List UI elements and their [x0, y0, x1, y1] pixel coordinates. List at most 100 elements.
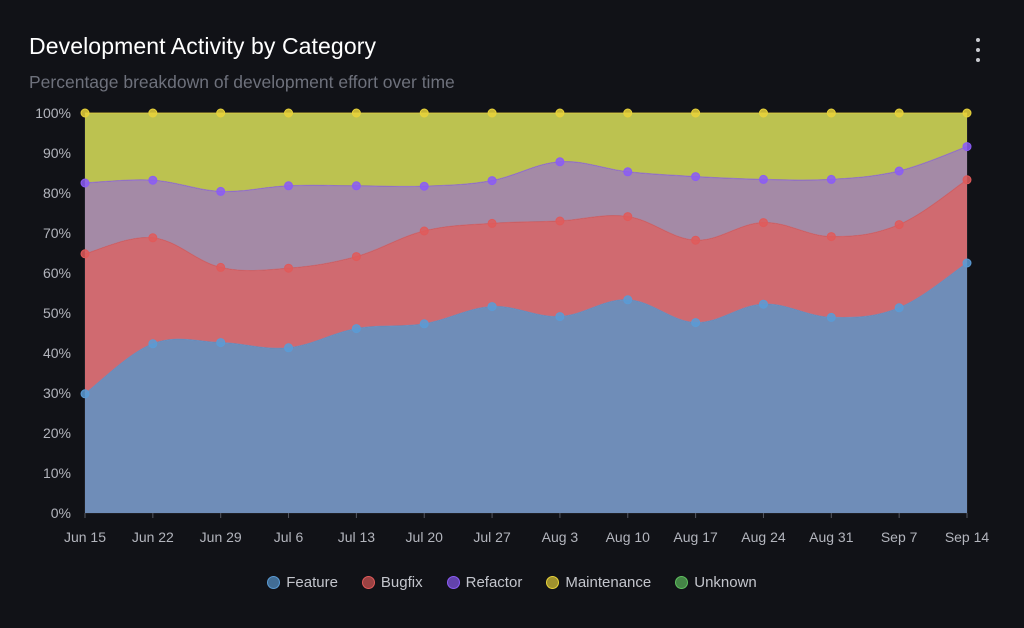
x-tick-label: Aug 24: [741, 529, 786, 545]
data-point-feature: [894, 303, 904, 313]
legend-swatch: [546, 576, 560, 589]
data-point-maintenance: [758, 108, 768, 118]
data-point-maintenance: [487, 108, 497, 118]
x-tick-label: Jun 29: [200, 529, 242, 545]
data-point-feature: [351, 324, 361, 334]
data-point-bugfix: [487, 218, 497, 228]
data-point-maintenance: [80, 108, 90, 118]
data-point-bugfix: [894, 220, 904, 230]
data-point-feature: [962, 258, 972, 268]
data-point-maintenance: [216, 108, 226, 118]
data-point-feature: [691, 318, 701, 328]
y-tick-label: 0%: [51, 505, 71, 521]
data-point-maintenance: [284, 108, 294, 118]
data-point-bugfix: [962, 175, 972, 185]
y-tick-label: 30%: [43, 385, 71, 401]
data-point-bugfix: [691, 235, 701, 245]
area-refactor: [85, 146, 967, 271]
legend-item-bugfix[interactable]: Bugfix: [361, 574, 423, 591]
x-tick-label: Aug 17: [673, 529, 718, 545]
data-point-refactor: [148, 175, 158, 185]
data-point-refactor: [623, 167, 633, 177]
data-point-refactor: [216, 186, 226, 196]
data-point-maintenance: [826, 108, 836, 118]
data-point-refactor: [419, 181, 429, 191]
legend-item-maintenance[interactable]: Maintenance: [546, 574, 651, 591]
data-point-refactor: [555, 157, 565, 167]
x-tick-label: Jun 15: [64, 529, 106, 545]
chart-title: Development Activity by Category: [29, 33, 377, 59]
chart-legend: Feature Bugfix Refactor Maintenance Unknown: [0, 574, 1024, 591]
y-tick-label: 40%: [43, 345, 71, 361]
x-tick-label: Jun 22: [132, 529, 174, 545]
area-bugfix: [85, 179, 967, 394]
y-tick-label: 90%: [43, 145, 71, 161]
data-point-feature: [419, 319, 429, 329]
x-tick-label: Aug 31: [809, 529, 854, 545]
data-point-refactor: [487, 176, 497, 186]
data-point-maintenance: [148, 108, 158, 118]
area-feature: [85, 263, 967, 513]
data-point-feature: [555, 312, 565, 322]
data-point-maintenance: [962, 108, 972, 118]
legend-label: Refactor: [465, 574, 523, 591]
data-point-refactor: [351, 181, 361, 191]
data-point-refactor: [894, 166, 904, 176]
x-tick-label: Jul 20: [406, 529, 444, 545]
x-tick-label: Jul 27: [473, 529, 511, 545]
area-maintenance: [85, 113, 967, 192]
data-point-bugfix: [758, 218, 768, 228]
y-tick-label: 60%: [43, 265, 71, 281]
y-tick-label: 100%: [35, 105, 71, 121]
chart-subtitle: Percentage breakdown of development effo…: [29, 72, 455, 92]
legend-item-feature[interactable]: Feature: [267, 574, 338, 591]
data-point-feature: [758, 299, 768, 309]
data-point-feature: [826, 312, 836, 322]
data-point-bugfix: [351, 252, 361, 262]
legend-label: Bugfix: [380, 574, 423, 591]
data-point-bugfix: [826, 232, 836, 242]
legend-swatch: [361, 576, 375, 589]
legend-label: Feature: [286, 574, 338, 591]
y-tick-label: 10%: [43, 465, 71, 481]
legend-label: Maintenance: [565, 574, 652, 591]
data-point-feature: [148, 339, 158, 349]
legend-swatch: [267, 576, 281, 589]
data-point-bugfix: [80, 249, 90, 259]
legend-label: Unknown: [694, 574, 757, 591]
data-point-refactor: [826, 174, 836, 184]
x-tick-label: Sep 14: [945, 529, 990, 545]
data-point-maintenance: [555, 108, 565, 118]
data-point-bugfix: [555, 216, 565, 226]
data-point-feature: [216, 338, 226, 348]
data-point-maintenance: [623, 108, 633, 118]
data-point-bugfix: [284, 263, 294, 273]
y-tick-label: 50%: [43, 305, 71, 321]
y-tick-label: 80%: [43, 185, 71, 201]
data-point-bugfix: [419, 226, 429, 236]
series-line-refactor: [84, 146, 968, 193]
legend-item-unknown[interactable]: Unknown: [675, 574, 757, 591]
data-point-maintenance: [894, 108, 904, 118]
legend-swatch: [446, 576, 460, 589]
legend-swatch: [675, 576, 689, 589]
data-point-maintenance: [691, 108, 701, 118]
data-point-refactor: [962, 142, 972, 152]
data-point-refactor: [691, 172, 701, 182]
data-point-bugfix: [216, 262, 226, 272]
x-tick-label: Jul 13: [338, 529, 376, 545]
data-point-refactor: [80, 178, 90, 188]
data-point-refactor: [284, 181, 294, 191]
x-tick-label: Aug 3: [542, 529, 579, 545]
y-tick-label: 20%: [43, 425, 71, 441]
x-tick-label: Jul 6: [274, 529, 304, 545]
data-point-maintenance: [419, 108, 429, 118]
legend-item-refactor[interactable]: Refactor: [446, 574, 523, 591]
data-point-bugfix: [148, 233, 158, 243]
x-tick-label: Aug 10: [606, 529, 651, 545]
more-vertical-icon[interactable]: [970, 38, 986, 62]
y-tick-label: 70%: [43, 225, 71, 241]
x-tick-label: Sep 7: [881, 529, 918, 545]
